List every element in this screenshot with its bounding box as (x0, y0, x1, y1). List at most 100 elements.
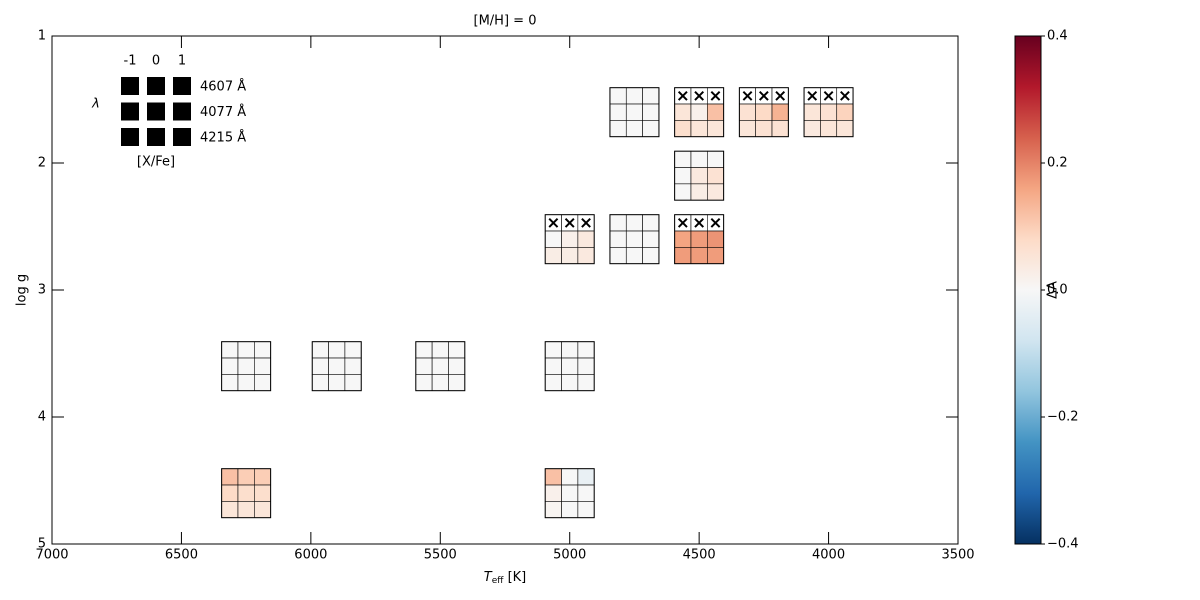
x-tick-label: 6500 (165, 548, 198, 563)
x-tick-label: 4000 (812, 548, 845, 563)
legend-square (147, 77, 165, 95)
legend-wavelength: 4077 Å (200, 104, 246, 120)
heat-cell (254, 374, 271, 392)
legend-square (173, 102, 191, 121)
heat-cell (707, 247, 724, 265)
missing-marker (694, 90, 705, 101)
heat-cell (577, 484, 595, 502)
legend-wavelength: 4607 Å (200, 79, 246, 95)
heat-cell (755, 120, 773, 138)
heat-cell (221, 374, 239, 392)
colorbar (1014, 35, 1042, 545)
missing-marker (677, 90, 688, 101)
heat-cell (544, 341, 562, 359)
heat-cell (625, 87, 643, 105)
heat-cell (690, 230, 708, 248)
heat-cell (577, 468, 595, 486)
missing-marker (710, 90, 721, 101)
heat-cell (577, 247, 595, 265)
glyph-outline (609, 214, 660, 265)
legend-xfe-value: 1 (178, 54, 186, 69)
heat-cell (625, 120, 643, 138)
glyph-outline (544, 468, 595, 519)
heat-cell (237, 484, 255, 502)
heat-cell (431, 341, 449, 359)
x-tick-label: 7000 (35, 548, 68, 563)
heat-cell (344, 374, 362, 392)
heat-cell (707, 103, 724, 121)
x-axis-label: Teff [K] (484, 570, 527, 586)
x-tick-label: 6000 (294, 548, 327, 563)
glyph-outline (415, 341, 466, 392)
heat-cell (221, 341, 239, 359)
heat-cell (415, 357, 433, 375)
heat-cell (254, 484, 271, 502)
glyph-outline (221, 341, 272, 392)
missing-marker (548, 217, 559, 228)
heat-cell (625, 103, 643, 121)
y-tick-label: 3 (38, 283, 46, 298)
heat-cell (577, 374, 595, 392)
heat-cell (642, 103, 660, 121)
missing-marker (823, 90, 834, 101)
legend-square (147, 102, 165, 121)
legend-square (147, 128, 165, 146)
heat-cell (237, 341, 255, 359)
heat-cell (625, 214, 643, 232)
heat-cell (254, 357, 271, 375)
heat-cell (561, 374, 579, 392)
heat-cell (561, 230, 579, 248)
glyph-outline (544, 341, 595, 392)
glyph-outline (221, 468, 272, 519)
heat-cell (642, 247, 660, 265)
heat-cell (642, 87, 660, 105)
missing-marker (710, 217, 721, 228)
legend-lambda: λ (91, 97, 100, 112)
heat-cell (448, 374, 466, 392)
heat-cell (328, 374, 346, 392)
heat-cell (609, 214, 627, 232)
heat-cell (707, 120, 724, 138)
heat-cell (625, 230, 643, 248)
glyph-outline (803, 87, 854, 138)
heat-cell (561, 341, 579, 359)
glyph-outline (311, 341, 362, 392)
heat-cell (707, 230, 724, 248)
heat-cell (577, 357, 595, 375)
heat-cell (544, 484, 562, 502)
heat-cell (803, 103, 821, 121)
legend-xfe-value: 0 (152, 54, 160, 69)
heat-cell (344, 357, 362, 375)
heat-cell (221, 501, 239, 519)
heat-cell (577, 341, 595, 359)
y-tick-label: 5 (38, 537, 46, 552)
heat-cell (254, 501, 271, 519)
heat-cell (328, 357, 346, 375)
heat-cell (561, 484, 579, 502)
heat-cell (690, 167, 708, 185)
heat-cell (707, 167, 724, 185)
heat-cell (739, 120, 756, 138)
heat-cell (820, 120, 838, 138)
heat-cell (415, 341, 433, 359)
heat-cell (561, 501, 579, 519)
heat-cell (836, 120, 854, 138)
heat-cell (836, 103, 854, 121)
heat-cell (344, 341, 362, 359)
heat-cell (415, 374, 433, 392)
legend-square (173, 128, 191, 146)
heat-cell (690, 120, 708, 138)
glyph-outline (738, 87, 789, 138)
legend-square (173, 77, 191, 95)
legend-wavelength: 4215 Å (200, 130, 246, 146)
heat-cell (254, 341, 271, 359)
heat-cell (311, 374, 329, 392)
heat-cell (609, 247, 627, 265)
heat-cell (237, 357, 255, 375)
heat-cell (707, 183, 724, 201)
missing-marker (840, 90, 850, 101)
heat-cell (328, 341, 346, 359)
x-axis-label-main: T (484, 570, 493, 585)
heat-cell (674, 230, 692, 248)
heat-cell (544, 247, 562, 265)
